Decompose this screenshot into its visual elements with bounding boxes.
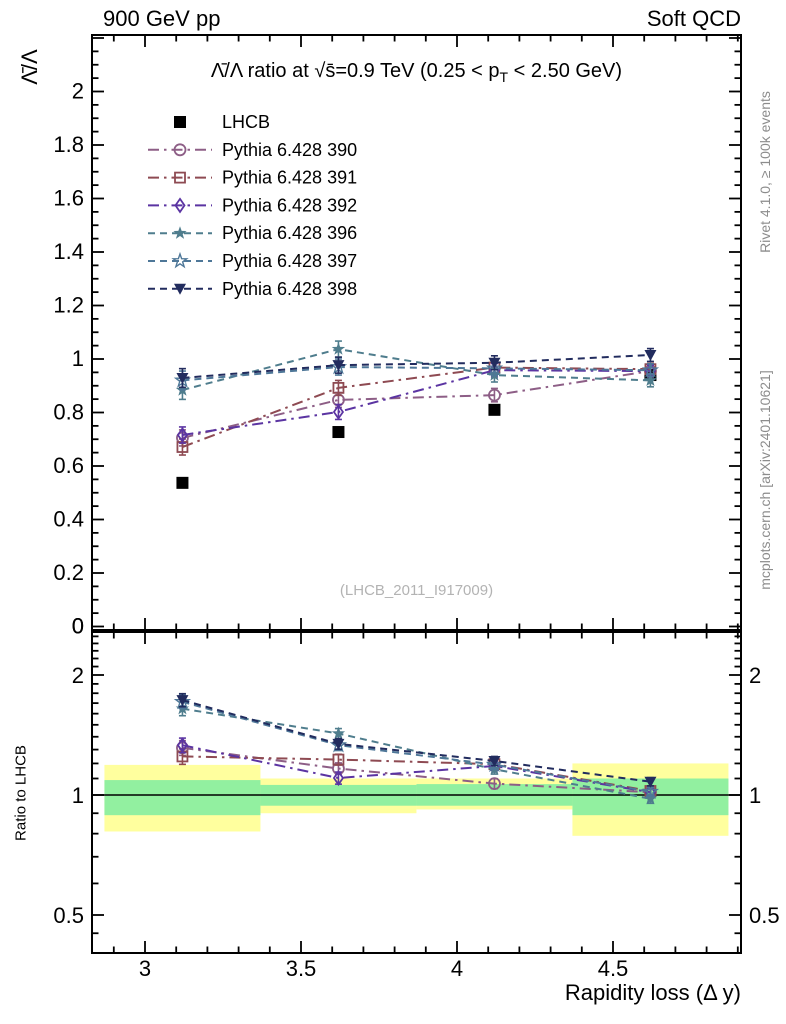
marker-triangle-down-filled <box>644 776 657 788</box>
marker-square-filled <box>174 116 186 128</box>
ratio-panel-frame <box>91 631 742 954</box>
legend-label: Pythia 6.428 392 <box>222 195 357 215</box>
marker-triangle-down-filled <box>332 738 345 750</box>
lhcb-uncertainty-bands <box>92 763 741 836</box>
legend-label: Pythia 6.428 391 <box>222 168 357 188</box>
main-y-tick-label: 1.6 <box>53 186 84 211</box>
legend-label: Pythia 6.428 398 <box>222 279 357 299</box>
series-line-ratio <box>182 707 651 800</box>
marker-diamond-open <box>176 737 189 754</box>
series-line-main <box>182 366 651 382</box>
legend-item-pythia-6-428-396: Pythia 6.428 396 <box>148 223 357 243</box>
legend-item-pythia-6-428-390: Pythia 6.428 390 <box>148 140 357 160</box>
ratio-y-tick-label-right: 2 <box>749 663 761 688</box>
marker-star-filled <box>331 342 346 355</box>
series-pythia-6-428-391 <box>176 360 657 797</box>
green-band <box>104 780 261 816</box>
main-y-tick-label: 1.2 <box>53 293 84 318</box>
marker-circle-open <box>488 388 501 402</box>
ratio-y-tick-label-left: 0.5 <box>53 903 84 928</box>
marker-triangle-down-filled <box>332 360 345 372</box>
marker-square-open <box>174 171 186 184</box>
series-line-ratio <box>182 700 651 793</box>
marker-triangle-down-filled <box>488 755 501 767</box>
main-y-tick-label: 0.6 <box>53 453 84 478</box>
series-line-main <box>182 370 651 439</box>
marker-diamond-open <box>174 197 186 214</box>
marker-square-filled <box>332 426 345 439</box>
marker-diamond-open <box>176 426 189 444</box>
x-tick-label: 4.5 <box>598 956 629 981</box>
legend-label: Pythia 6.428 397 <box>222 251 357 271</box>
series-line-main <box>182 348 651 391</box>
marker-diamond-open <box>332 769 345 787</box>
marker-triangle-down-filled <box>176 372 189 384</box>
main-panel-frame <box>91 34 742 631</box>
legend-item-lhcb: LHCB <box>174 112 270 132</box>
legend: LHCB Pythia 6.428 390 Pythia 6.428 391 Pyth… <box>148 112 357 299</box>
ratio-y-tick-label-left: 1 <box>72 783 84 808</box>
series-pythia-6-428-392 <box>176 362 657 801</box>
marker-circle-open <box>173 143 187 157</box>
series-pythia-6-428-396 <box>175 340 658 805</box>
ratio-y-tick-label-right: 0.5 <box>749 903 780 928</box>
marker-triangle-down-filled <box>174 283 186 295</box>
main-y-tick-label: 0 <box>72 614 84 639</box>
main-y-tick-label: 2 <box>72 79 84 104</box>
marker-square-open <box>332 381 345 394</box>
series-pythia-6-428-397 <box>173 357 660 800</box>
series-line-main <box>182 366 651 448</box>
marker-star-filled <box>331 726 346 740</box>
marker-diamond-open <box>332 403 345 421</box>
marker-square-filled <box>488 403 501 416</box>
main-y-tick-label: 0.4 <box>53 507 84 532</box>
legend-item-pythia-6-428-391: Pythia 6.428 391 <box>148 168 357 188</box>
series-line-main <box>182 353 651 379</box>
series-line-main <box>182 369 651 436</box>
legend-item-pythia-6-428-397: Pythia 6.428 397 <box>148 251 357 271</box>
marker-circle-open <box>488 777 501 791</box>
x-tick-label: 4 <box>451 956 463 981</box>
legend-label: LHCB <box>222 112 270 132</box>
marker-square-open <box>332 753 345 766</box>
main-y-tick-label: 1 <box>72 346 84 371</box>
main-y-tick-label: 0.8 <box>53 400 84 425</box>
main-y-tick-label: 0 <box>72 614 84 639</box>
marker-star-filled <box>643 791 658 805</box>
legend-item-pythia-6-428-398: Pythia 6.428 398 <box>148 279 357 299</box>
ratio-y-tick-label-left: 2 <box>72 663 84 688</box>
series-line-ratio <box>182 744 651 794</box>
main-y-tick-label: 1.4 <box>53 239 84 264</box>
series-pythia-6-428-398 <box>176 347 657 788</box>
marker-star-filled <box>643 373 658 387</box>
marker-triangle-down-filled <box>488 357 501 369</box>
marker-star-filled <box>173 226 187 239</box>
main-y-tick-label: 1.8 <box>53 132 84 157</box>
series-lhcb <box>176 369 657 489</box>
marker-triangle-down-filled <box>644 349 657 361</box>
marker-star-open <box>641 782 660 800</box>
marker-square-filled <box>176 476 189 489</box>
series-line-ratio <box>182 755 651 792</box>
marker-triangle-down-filled <box>176 695 189 707</box>
legend-item-pythia-6-428-392: Pythia 6.428 392 <box>148 195 357 215</box>
ratio-y-tick-label-right: 1 <box>749 783 761 808</box>
marker-star-open <box>171 251 189 269</box>
x-tick-label: 3.5 <box>286 956 317 981</box>
marker-star-open <box>485 359 504 376</box>
series-pythia-6-428-390 <box>176 364 657 799</box>
legend-label: Pythia 6.428 390 <box>222 140 357 160</box>
legend-label: Pythia 6.428 396 <box>222 223 357 243</box>
main-y-tick-label: 0.2 <box>53 560 84 585</box>
x-tick-label: 3 <box>139 956 151 981</box>
marker-star-open <box>641 361 660 378</box>
series-line-ratio <box>182 699 651 783</box>
